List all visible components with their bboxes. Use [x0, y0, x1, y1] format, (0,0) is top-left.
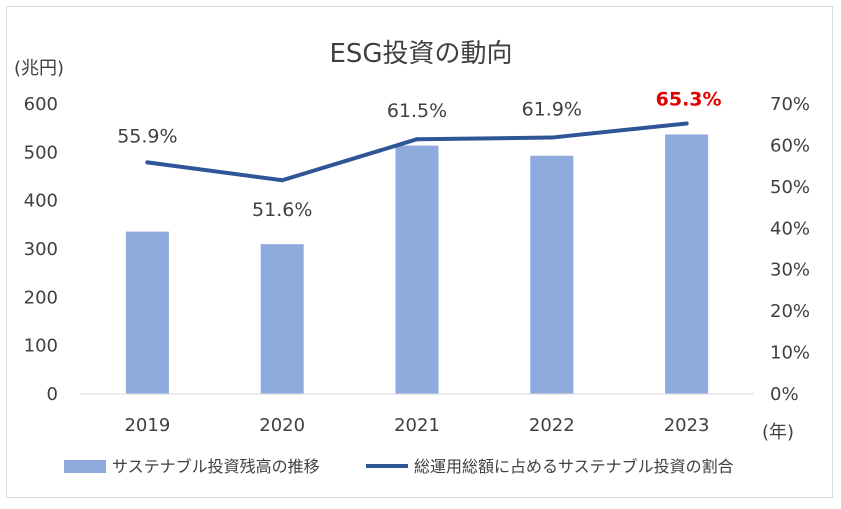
right-tick-label: 30%	[770, 260, 810, 281]
x-axis-ticks: 2019 2020 2021 2022 2023	[124, 415, 709, 436]
bar-2023	[665, 134, 709, 394]
left-tick-label: 100	[24, 336, 58, 357]
x-tick-label: 2023	[664, 415, 710, 436]
left-tick-label: 500	[24, 142, 58, 163]
share-label-2019: 55.9%	[117, 125, 177, 147]
right-tick-label: 40%	[770, 218, 810, 239]
left-tick-label: 200	[24, 287, 58, 308]
share-point-2019	[145, 160, 150, 165]
legend: サステナブル投資残高の推移 総運用総額に占めるサステナブル投資の割合	[64, 457, 734, 476]
left-axis-ticks: 0 100 200 300 400 500 600	[24, 94, 58, 405]
bar-series	[125, 134, 709, 394]
right-tick-label: 50%	[770, 177, 810, 198]
bar-2020	[260, 244, 304, 394]
x-axis-unit: (年)	[762, 422, 794, 443]
legend-bar-swatch	[64, 460, 106, 473]
share-point-2023	[684, 121, 689, 126]
bar-2021	[395, 145, 439, 394]
x-tick-label: 2020	[259, 415, 305, 436]
bar-2019	[125, 231, 169, 394]
left-axis-unit: (兆円)	[14, 58, 64, 79]
share-label-2020: 51.6%	[252, 199, 312, 221]
left-tick-label: 300	[24, 239, 58, 260]
right-tick-label: 0%	[770, 384, 799, 405]
left-tick-label: 600	[24, 94, 58, 115]
share-label-2022: 61.9%	[522, 99, 582, 121]
right-axis-ticks: 0% 10% 20% 30% 40% 50% 60% 70%	[770, 94, 810, 405]
line-series	[145, 121, 689, 183]
share-label-2023: 65.3%	[656, 88, 722, 110]
left-tick-label: 400	[24, 191, 58, 212]
x-tick-label: 2019	[124, 415, 170, 436]
x-tick-label: 2022	[529, 415, 575, 436]
share-point-2020	[280, 178, 285, 183]
share-point-2022	[549, 135, 554, 140]
right-tick-label: 10%	[770, 343, 810, 364]
share-label-2021: 61.5%	[387, 100, 447, 122]
right-tick-label: 20%	[770, 301, 810, 322]
x-tick-label: 2021	[394, 415, 440, 436]
legend-bar-label: サステナブル投資残高の推移	[112, 457, 320, 476]
chart-title: ESG投資の動向	[329, 39, 512, 69]
left-tick-label: 0	[47, 384, 58, 405]
right-tick-label: 70%	[770, 94, 810, 115]
legend-line-label: 総運用総額に占めるサステナブル投資の割合	[414, 457, 734, 476]
right-tick-label: 60%	[770, 135, 810, 156]
share-point-2021	[415, 137, 419, 142]
line-data-labels: 55.9% 51.6% 61.5% 61.9% 65.3%	[117, 88, 721, 221]
bar-2022	[530, 155, 574, 394]
